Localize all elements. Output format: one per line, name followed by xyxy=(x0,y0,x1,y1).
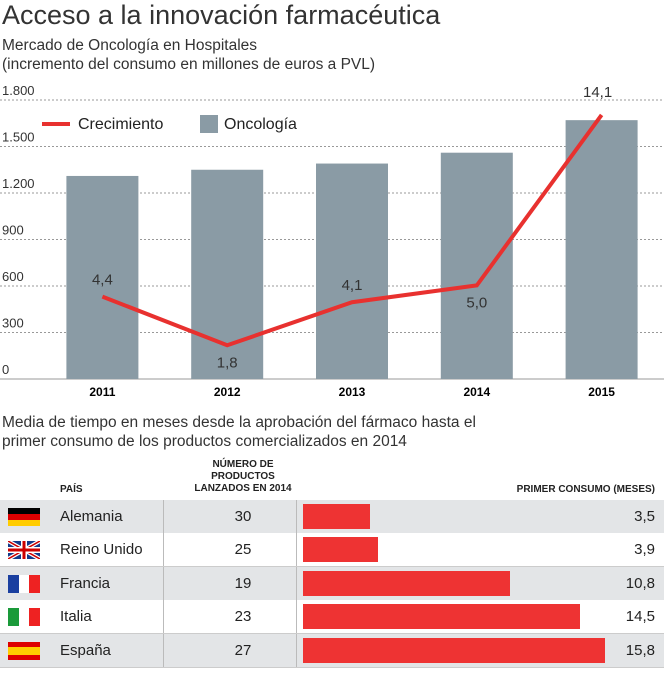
flag xyxy=(8,641,40,660)
data-label: 4,1 xyxy=(342,277,363,294)
table-row: Reino Unido 25 3,9 xyxy=(0,533,664,568)
divider xyxy=(163,500,164,533)
x-tick-label: 2011 xyxy=(89,385,115,399)
y-tick-label: 1.800 xyxy=(2,83,35,98)
divider xyxy=(296,633,297,667)
line xyxy=(101,113,604,348)
y-tick-label: 0 xyxy=(2,362,9,377)
bar xyxy=(303,570,510,596)
legend-label: Crecimiento xyxy=(78,116,163,133)
chart-subtitle: Mercado de Oncología en Hospitales xyxy=(2,37,258,54)
bar xyxy=(191,169,264,379)
column-header: PRODUCTOS xyxy=(211,471,275,482)
column-header: PRIMER CONSUMO (MESES) xyxy=(516,484,655,495)
months-label: 3,5 xyxy=(634,508,655,525)
data-label: 4,4 xyxy=(92,272,113,289)
country: Alemania xyxy=(60,508,123,525)
months-label: 3,9 xyxy=(634,541,655,559)
divider xyxy=(163,566,164,600)
x-tick-label: 2015 xyxy=(588,385,615,399)
flag-icon xyxy=(8,508,40,526)
country: Italia xyxy=(60,608,92,626)
bar xyxy=(440,152,513,379)
data-label: 14,1 xyxy=(583,84,612,101)
months-label: 10,8 xyxy=(625,574,655,592)
bar xyxy=(66,175,139,379)
table-row: Alemania 30 3,5 xyxy=(0,500,664,534)
products: 19 xyxy=(234,574,252,592)
divider xyxy=(296,533,297,567)
flag-icon xyxy=(8,641,40,660)
flag xyxy=(7,539,41,562)
divider xyxy=(163,633,164,667)
divider xyxy=(163,600,164,634)
months-label: 14,5 xyxy=(625,608,655,626)
y-tick-label: 1.500 xyxy=(2,130,35,145)
data-label: 5,0 xyxy=(466,294,487,311)
table-title: primer consumo de los productos comercia… xyxy=(2,433,407,450)
column-header: PAÍS xyxy=(60,484,83,495)
y-tick-label: 1.200 xyxy=(2,176,35,191)
page-title: Acceso a la innovación farmacéutica xyxy=(2,0,441,30)
products: 30 xyxy=(234,508,252,525)
x-tick-label: 2013 xyxy=(339,385,366,399)
table-title: Media de tiempo en meses desde la aproba… xyxy=(2,414,476,431)
y-tick-label: 900 xyxy=(2,223,24,238)
column-header: NÚMERO DE xyxy=(212,459,274,470)
bar xyxy=(303,604,581,630)
divider xyxy=(296,500,297,533)
bar xyxy=(303,504,370,529)
chart: 0 300 600 900 1.200 1.500 1.800 2011 2012 2013 201… xyxy=(0,83,664,399)
divider xyxy=(296,566,297,600)
x-tick-label: 2012 xyxy=(214,385,241,399)
country: Reino Unido xyxy=(60,541,143,559)
flag-icon xyxy=(7,539,41,562)
products: 23 xyxy=(234,608,252,626)
flag-icon xyxy=(8,608,40,627)
country: España xyxy=(60,641,111,659)
legend-swatch xyxy=(200,115,218,133)
bar xyxy=(303,637,606,663)
table-row: Francia 19 10,8 xyxy=(0,566,664,601)
country: Francia xyxy=(60,574,111,592)
data-label: 1,8 xyxy=(217,354,238,371)
flag xyxy=(8,574,40,593)
divider xyxy=(296,600,297,634)
table-row: Italia 23 14,5 xyxy=(0,600,664,635)
bar xyxy=(565,120,638,380)
bar xyxy=(303,537,378,563)
y-tick-label: 300 xyxy=(2,316,24,331)
table-row: España 27 15,8 xyxy=(0,633,664,668)
column-header: LANZADOS EN 2014 xyxy=(194,483,292,494)
x-tick-label: 2014 xyxy=(463,385,490,399)
divider xyxy=(163,533,164,567)
bar xyxy=(316,163,388,379)
y-tick-label: 600 xyxy=(2,269,24,284)
flag xyxy=(8,608,40,627)
flag xyxy=(8,508,40,526)
products: 25 xyxy=(234,541,252,559)
products: 27 xyxy=(234,641,252,659)
months-label: 15,8 xyxy=(625,641,655,659)
legend-label: Oncología xyxy=(224,116,297,133)
flag-icon xyxy=(8,574,40,593)
chart-note: (incremento del consumo en millones de e… xyxy=(2,56,376,73)
